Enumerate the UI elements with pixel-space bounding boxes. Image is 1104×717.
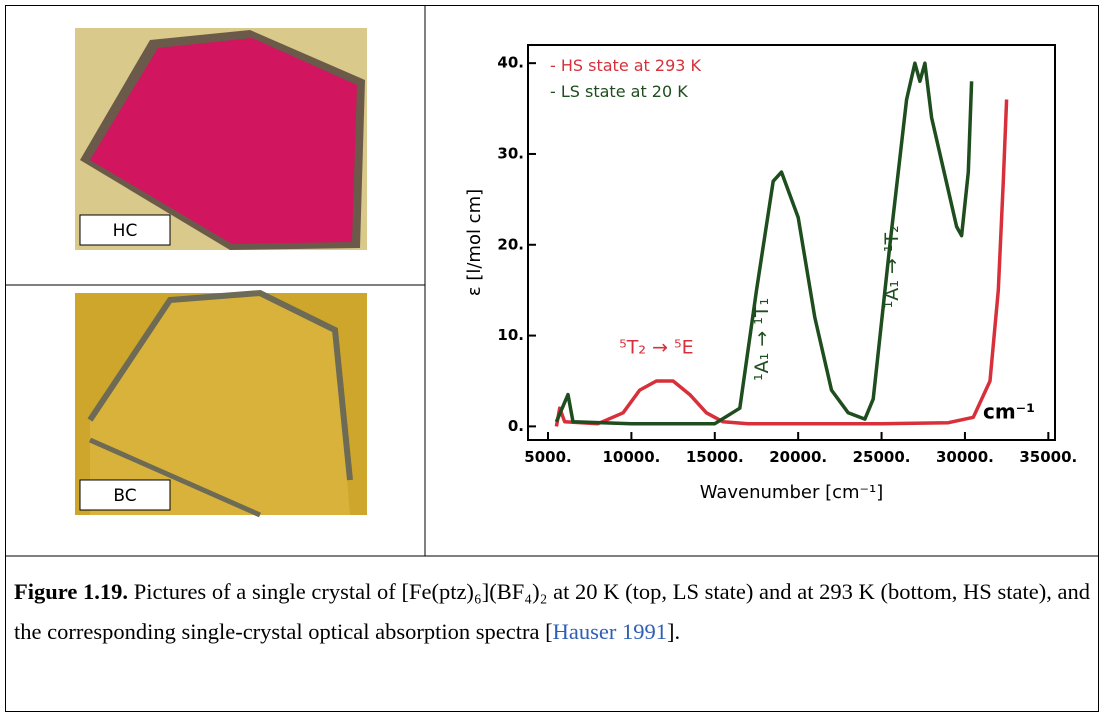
x-tick-label: 30000. — [936, 448, 994, 466]
x-tick-label: 15000. — [686, 448, 744, 466]
x-tick-label: 5000. — [524, 448, 571, 466]
label-box — [79, 479, 171, 511]
table-border — [5, 5, 1099, 712]
x-tick-label: 10000. — [602, 448, 660, 466]
x-tick-label: 25000. — [853, 448, 911, 466]
legend-entry: - LS state at 20 K — [550, 82, 688, 101]
y-tick-label: 0. — [508, 417, 524, 435]
unit-label: cm⁻¹ — [983, 399, 1035, 423]
y-axis-label: ε [l/mol cm] — [464, 189, 485, 296]
x-axis-label: Wavenumber [cm⁻¹] — [700, 482, 884, 503]
caption: Figure 1.19. Pictures of a single crysta… — [14, 572, 1090, 652]
photo-bc — [75, 289, 367, 518]
chart: 0. 10. 20. 30. 40. 5000. 10000. 15000. 20000. 250… — [464, 44, 1077, 503]
legend-entry: - HS state at 293 K — [550, 56, 702, 75]
annotation: ¹A₁ → ¹T₁ — [751, 298, 773, 381]
caption-end: ]. — [666, 619, 681, 644]
caption-label: Figure 1.19. — [14, 579, 129, 604]
y-tick-label: 40. — [497, 54, 524, 72]
citation-link[interactable]: Hauser 1991 — [552, 619, 667, 644]
photo-label: HC — [113, 221, 138, 241]
x-tick-label: 35000. — [1019, 448, 1077, 466]
photo-hc — [75, 28, 367, 250]
annotation: ⁵T₂ → ⁵E — [619, 337, 693, 359]
y-tick-label: 20. — [497, 235, 524, 253]
series-line — [554, 61, 974, 426]
x-tick-label: 20000. — [769, 448, 827, 466]
annotation: ¹A₁ → ¹T₂ — [881, 225, 903, 308]
y-tick-label: 30. — [497, 144, 524, 162]
caption-text: Pictures of a single crystal of [Fe(ptz)… — [14, 579, 1090, 644]
label-box — [79, 214, 171, 246]
photo-label: BC — [113, 486, 136, 506]
plot-frame — [527, 44, 1056, 441]
y-tick-label: 10. — [497, 326, 524, 344]
